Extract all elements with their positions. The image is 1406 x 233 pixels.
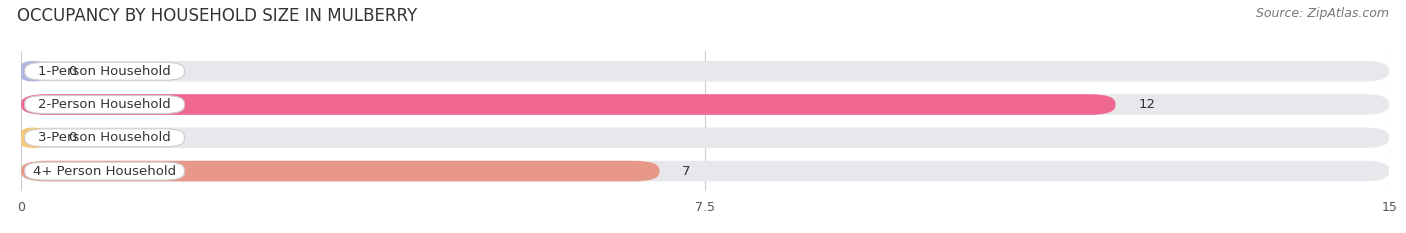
- FancyBboxPatch shape: [21, 94, 1389, 115]
- Text: 2-Person Household: 2-Person Household: [38, 98, 172, 111]
- FancyBboxPatch shape: [25, 129, 184, 147]
- Text: 0: 0: [69, 131, 77, 144]
- Text: 1-Person Household: 1-Person Household: [38, 65, 172, 78]
- FancyBboxPatch shape: [21, 61, 46, 82]
- FancyBboxPatch shape: [21, 161, 1389, 182]
- FancyBboxPatch shape: [21, 94, 1115, 115]
- FancyBboxPatch shape: [25, 96, 184, 113]
- Text: 4+ Person Household: 4+ Person Household: [32, 164, 176, 178]
- Text: 12: 12: [1139, 98, 1156, 111]
- FancyBboxPatch shape: [21, 61, 1389, 82]
- FancyBboxPatch shape: [21, 127, 46, 148]
- Text: 3-Person Household: 3-Person Household: [38, 131, 172, 144]
- Text: Source: ZipAtlas.com: Source: ZipAtlas.com: [1256, 7, 1389, 20]
- FancyBboxPatch shape: [25, 162, 184, 180]
- FancyBboxPatch shape: [21, 161, 659, 182]
- FancyBboxPatch shape: [21, 127, 1389, 148]
- FancyBboxPatch shape: [25, 62, 184, 80]
- Text: 7: 7: [682, 164, 690, 178]
- Text: 0: 0: [69, 65, 77, 78]
- Text: OCCUPANCY BY HOUSEHOLD SIZE IN MULBERRY: OCCUPANCY BY HOUSEHOLD SIZE IN MULBERRY: [17, 7, 418, 25]
